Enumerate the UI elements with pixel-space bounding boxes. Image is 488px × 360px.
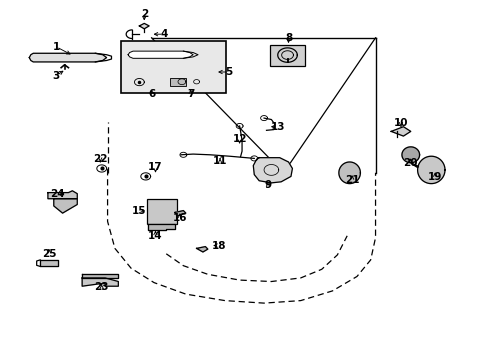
Polygon shape	[147, 224, 175, 230]
Polygon shape	[40, 260, 58, 266]
Text: 21: 21	[344, 175, 359, 185]
Polygon shape	[82, 274, 118, 278]
Text: 11: 11	[212, 156, 227, 166]
Text: 4: 4	[160, 29, 167, 39]
Text: 6: 6	[148, 89, 155, 99]
Text: 22: 22	[93, 154, 107, 164]
Polygon shape	[48, 191, 77, 199]
Bar	[121, 41, 226, 93]
Text: 5: 5	[225, 67, 232, 77]
Text: 16: 16	[172, 213, 187, 223]
Text: 12: 12	[232, 134, 246, 144]
Polygon shape	[175, 211, 185, 216]
Text: 20: 20	[403, 158, 417, 168]
Text: 19: 19	[427, 172, 442, 182]
Polygon shape	[54, 199, 77, 213]
Polygon shape	[253, 158, 292, 183]
Text: 8: 8	[285, 33, 291, 43]
Text: 14: 14	[148, 231, 163, 241]
Text: 1: 1	[53, 42, 60, 52]
Polygon shape	[128, 51, 193, 58]
Text: 2: 2	[141, 9, 147, 19]
Text: 24: 24	[50, 189, 65, 199]
Bar	[170, 78, 185, 86]
Polygon shape	[417, 156, 444, 184]
Bar	[146, 199, 177, 224]
Text: 17: 17	[148, 162, 163, 172]
Polygon shape	[82, 278, 118, 286]
Polygon shape	[139, 23, 149, 29]
Text: 15: 15	[132, 206, 146, 216]
Text: 25: 25	[41, 249, 56, 259]
Text: 18: 18	[211, 240, 226, 251]
Text: 3: 3	[53, 71, 60, 81]
Polygon shape	[390, 127, 410, 136]
Text: 7: 7	[186, 89, 194, 99]
Polygon shape	[29, 53, 106, 62]
Bar	[269, 45, 305, 66]
Text: 23: 23	[94, 282, 109, 292]
Polygon shape	[338, 162, 360, 184]
Text: 10: 10	[393, 118, 407, 128]
Text: 13: 13	[270, 122, 285, 132]
Polygon shape	[401, 147, 419, 163]
Text: 9: 9	[264, 180, 271, 190]
Polygon shape	[196, 247, 207, 252]
